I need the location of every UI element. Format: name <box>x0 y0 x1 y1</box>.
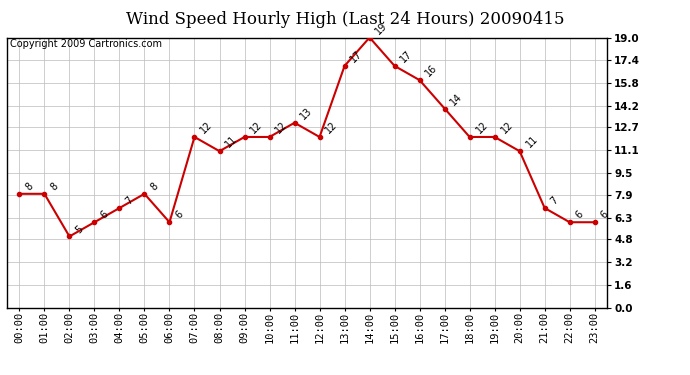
Text: 16: 16 <box>424 63 440 79</box>
Text: 12: 12 <box>248 120 264 136</box>
Text: 14: 14 <box>448 92 464 107</box>
Text: 5: 5 <box>74 224 85 235</box>
Text: 7: 7 <box>549 195 560 207</box>
Text: 12: 12 <box>324 120 339 136</box>
Text: 8: 8 <box>23 181 35 192</box>
Text: 6: 6 <box>599 210 610 221</box>
Text: 6: 6 <box>99 210 110 221</box>
Text: 19: 19 <box>374 20 389 36</box>
Text: 8: 8 <box>48 181 60 192</box>
Text: 12: 12 <box>199 120 215 136</box>
Text: 11: 11 <box>224 134 239 150</box>
Text: 8: 8 <box>148 181 160 192</box>
Text: 7: 7 <box>124 195 135 207</box>
Text: Wind Speed Hourly High (Last 24 Hours) 20090415: Wind Speed Hourly High (Last 24 Hours) 2… <box>126 11 564 28</box>
Text: 12: 12 <box>274 120 290 136</box>
Text: 11: 11 <box>524 134 540 150</box>
Text: 6: 6 <box>174 210 185 221</box>
Text: 17: 17 <box>399 49 415 64</box>
Text: 6: 6 <box>574 210 585 221</box>
Text: 13: 13 <box>299 106 315 122</box>
Text: 17: 17 <box>348 49 364 64</box>
Text: Copyright 2009 Cartronics.com: Copyright 2009 Cartronics.com <box>10 39 162 49</box>
Text: 12: 12 <box>474 120 490 136</box>
Text: 12: 12 <box>499 120 515 136</box>
